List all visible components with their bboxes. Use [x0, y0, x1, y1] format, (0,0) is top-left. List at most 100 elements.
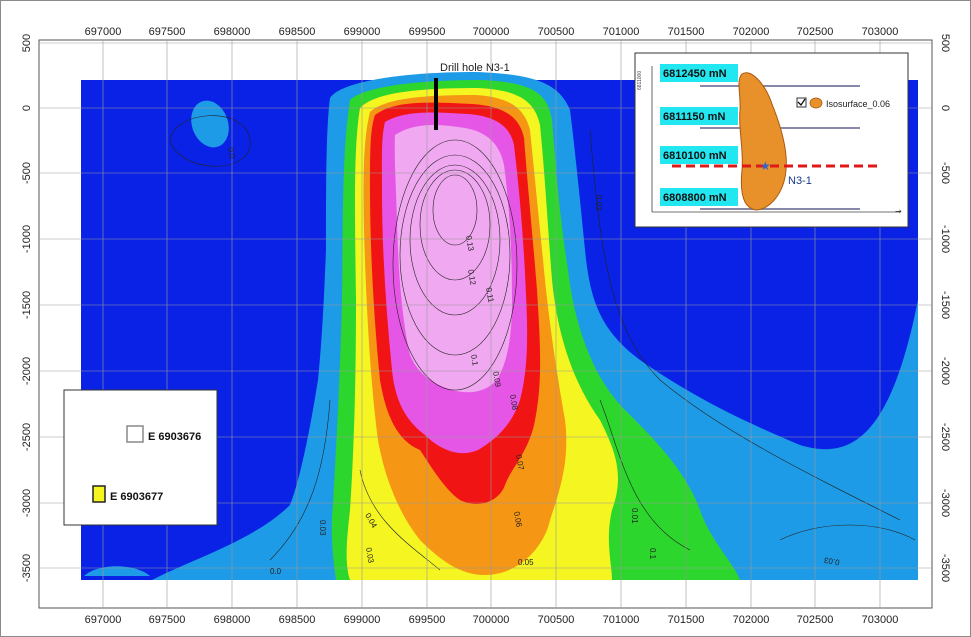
y-tick-label: -2000 [21, 357, 33, 385]
x-tick-label: 697500 [149, 614, 186, 626]
y-tick-label: -1500 [21, 291, 33, 319]
y-axis-right-ticks: 500 0 -500 -1000 -1500 -2000 -2500 -3000 -3500 [939, 34, 951, 582]
contour-label: 0.05 [518, 558, 534, 567]
y-tick-label: 500 [21, 34, 33, 52]
isosurface-label: Isosurface_0.06 [826, 99, 890, 109]
contour-line [399, 154, 511, 356]
y-tick-label: -3000 [21, 489, 33, 517]
x-tick-label: 699000 [344, 614, 381, 626]
contour-label: 0.0 [270, 567, 282, 576]
isosurface-swatch [809, 97, 823, 109]
north-label-bg-1 [660, 107, 738, 125]
y-tick-label: -3000 [939, 489, 951, 517]
contour-label: 0.1 [648, 548, 657, 560]
contour-lines-layer [169, 115, 916, 571]
north-label-1: 6811150 mN [663, 111, 725, 123]
contour-label: 0.13 [464, 235, 476, 252]
x-tick-label: 700000 [473, 26, 510, 38]
contour-label: 0.09 [491, 371, 503, 388]
contour-line [589, 129, 901, 521]
x-tick-label: 698500 [279, 26, 316, 38]
inset-arrow-icon: → [895, 207, 902, 216]
x-tick-label: 698500 [279, 614, 316, 626]
y-tick-label: -2500 [21, 423, 33, 451]
y-tick-label: -3500 [21, 554, 33, 582]
x-tick-label: 698000 [214, 26, 251, 38]
zone-1b [84, 566, 150, 576]
x-tick-label: 697500 [149, 26, 186, 38]
y-tick-label: -1500 [939, 291, 951, 319]
x-axis-bottom-ticks: 697000 697500 698000 698500 699000 699500 7000… [85, 614, 899, 626]
isosurface-body [738, 72, 787, 211]
contour-line [599, 399, 691, 551]
north-label-2: 6810100 mN [663, 150, 727, 162]
contour-label: 0.01 [630, 508, 639, 524]
legend-swatch-1 [92, 485, 106, 503]
y-tick-label: -2000 [939, 357, 951, 385]
contour-label: 0.07 [514, 454, 526, 471]
contour-line [432, 174, 478, 246]
contour-label: 0.1 [469, 354, 480, 367]
contour-label: 0.03 [364, 547, 376, 564]
y-tick-label: -500 [939, 162, 951, 184]
contour-fill-layer [81, 72, 918, 580]
contour-line [392, 139, 518, 391]
legend-item-1: E 6903677 [110, 491, 163, 503]
contour-label: 0.0 [226, 147, 237, 160]
contour-label: 0.12 [466, 269, 478, 286]
drill-hole-label: Drill hole N3-1 [440, 62, 510, 74]
north-label-0: 6812450 mN [663, 68, 727, 80]
contour-line [359, 469, 441, 571]
y-tick-label: -500 [21, 162, 33, 184]
x-tick-label: 703000 [862, 26, 899, 38]
north-label-3: 6808800 mN [663, 192, 727, 204]
hole-star-icon: ★ [760, 159, 771, 173]
legend-box: E 6903676 E 6903677 [63, 389, 218, 526]
contour-label: 0.11 [484, 287, 496, 304]
check-icon [797, 98, 806, 107]
y-tick-label: -1000 [21, 225, 33, 253]
inset-hole-label: N3-1 [788, 175, 812, 187]
x-axis-top-ticks: 697000 697500 698000 698500 699000 699500 7000… [85, 26, 899, 38]
x-tick-label: 698000 [214, 614, 251, 626]
x-tick-label: 700000 [473, 614, 510, 626]
contour-line [409, 164, 501, 316]
y-tick-label: 0 [21, 105, 33, 111]
x-tick-label: 702500 [797, 26, 834, 38]
x-tick-label: 701500 [668, 26, 705, 38]
zone-1c [191, 100, 229, 148]
x-tick-label: 701000 [603, 26, 640, 38]
x-tick-label: 697000 [85, 614, 122, 626]
x-tick-label: 699000 [344, 26, 381, 38]
x-tick-label: 701500 [668, 614, 705, 626]
x-tick-label: 700500 [538, 614, 575, 626]
y-tick-label: -2500 [939, 423, 951, 451]
north-label-bg-0 [660, 64, 738, 82]
y-tick-label: 500 [939, 34, 951, 52]
x-tick-label: 702500 [797, 614, 834, 626]
isosurface-checkbox[interactable] [796, 97, 807, 108]
y-tick-label: 0 [939, 105, 951, 111]
contour-line [419, 169, 491, 281]
north-label-bg-3 [660, 188, 738, 206]
x-tick-label: 701000 [603, 614, 640, 626]
x-tick-label: 700500 [538, 26, 575, 38]
x-tick-label: 702000 [733, 26, 770, 38]
contour-label: 0.02 [594, 195, 603, 211]
y-tick-label: -1000 [939, 225, 951, 253]
legend-item-0: E 6903676 [148, 431, 201, 443]
north-label-bg-2 [660, 146, 738, 164]
contour-line [169, 115, 251, 167]
y-axis-left-ticks: 500 0 -500 -1000 -1500 -2000 -2500 -3000 -3500 [21, 34, 33, 582]
contour-label: 0.03 [823, 555, 840, 567]
contour-line [269, 399, 331, 561]
inset-axis-label: 6811000 [637, 71, 643, 90]
inset-map: ★ 6812450 mN 6811150 mN 6810100 mN 68088… [634, 52, 909, 228]
legend-swatch-0 [126, 425, 144, 443]
contour-label: 0.08 [508, 394, 520, 411]
x-tick-label: 699500 [409, 614, 446, 626]
contour-label: 0.06 [512, 511, 524, 528]
contour-label: 0.03 [318, 520, 327, 536]
y-tick-label: -3500 [939, 554, 951, 582]
